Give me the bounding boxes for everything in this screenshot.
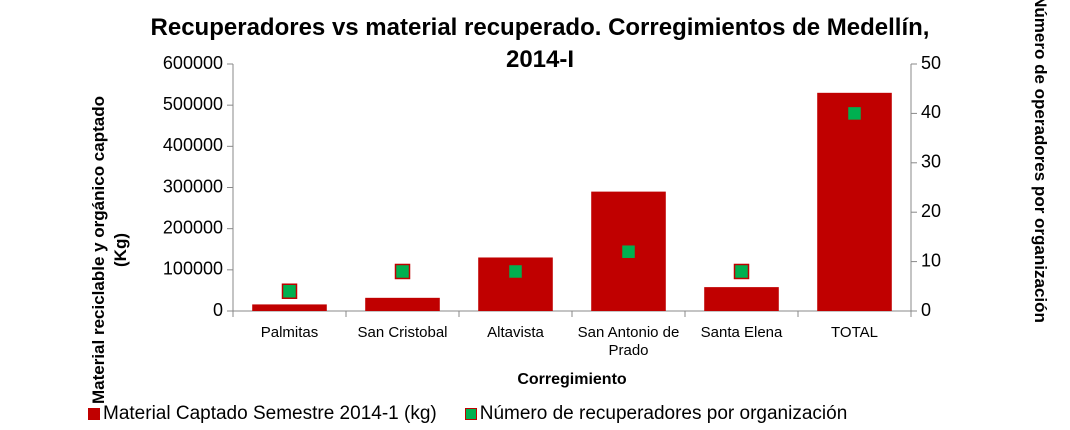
legend-swatch xyxy=(464,408,477,420)
x-tick-label: TOTAL xyxy=(831,324,878,341)
y-tick-label: 300000 xyxy=(163,176,223,196)
bar xyxy=(252,304,327,311)
x-tick-label: San Antonio de Prado xyxy=(577,324,680,359)
marker xyxy=(733,263,750,280)
bar xyxy=(365,297,440,311)
x-axis-title: Corregimiento xyxy=(517,371,627,388)
x-tick-label: San Cristobal xyxy=(357,324,448,341)
x-tick-label: Altavista xyxy=(487,324,544,341)
legend-label: Número de recuperadores por organización xyxy=(479,403,848,424)
y-tick-label: 100000 xyxy=(163,259,223,279)
bar xyxy=(817,92,892,311)
y-tick-label: 0 xyxy=(213,300,223,320)
marker xyxy=(394,263,411,280)
bar xyxy=(704,287,779,311)
y2-tick-label: 30 xyxy=(921,152,941,172)
legend: Material Captado Semestre 2014-1 (kg) Núm… xyxy=(88,403,847,425)
chart-title: Recuperadores vs material recuperado. Co… xyxy=(150,14,930,73)
y2-axis-title: Número de operadores por organización xyxy=(1031,0,1050,323)
y-tick-label: 400000 xyxy=(163,135,223,155)
marker xyxy=(846,105,863,122)
y2-tick-label: 40 xyxy=(921,102,941,122)
legend-label: Material Captado Semestre 2014-1 (kg) xyxy=(103,403,437,424)
y2-tick-label: 50 xyxy=(921,53,941,73)
marker xyxy=(507,263,524,280)
x-tick-label: Palmitas xyxy=(260,324,319,341)
y-tick-label: 500000 xyxy=(163,94,223,114)
legend-item: Material Captado Semestre 2014-1 (kg) xyxy=(88,403,437,425)
x-tick-label: Santa Elena xyxy=(700,324,783,341)
y2-tick-label: 0 xyxy=(921,300,931,320)
legend-item: Número de recuperadores por organización xyxy=(464,403,848,425)
y2-tick-label: 20 xyxy=(921,201,941,221)
legend-swatch xyxy=(88,408,100,420)
y-tick-label: 200000 xyxy=(163,217,223,237)
y-tick-label: 600000 xyxy=(163,53,223,73)
y2-tick-label: 10 xyxy=(921,250,941,270)
marker xyxy=(281,283,298,299)
marker xyxy=(620,243,637,260)
y-axis-title: Material reciclable y orgánico captado (… xyxy=(89,96,130,405)
